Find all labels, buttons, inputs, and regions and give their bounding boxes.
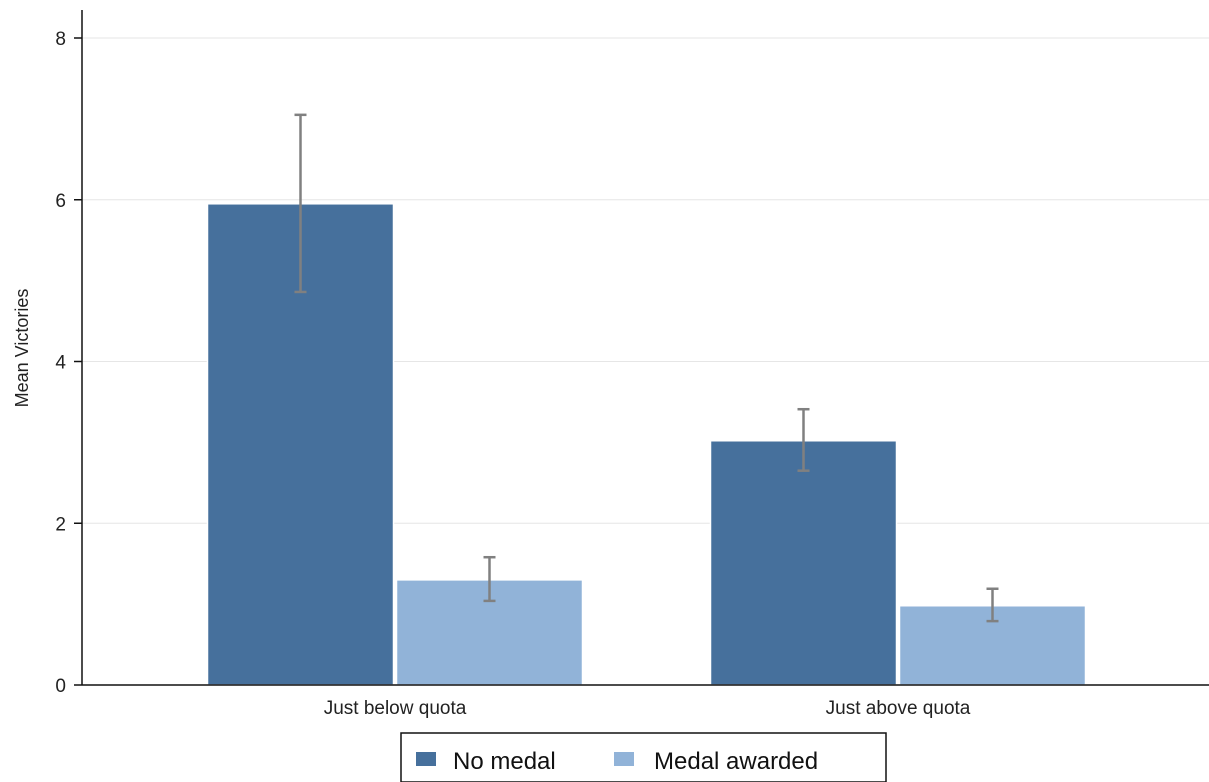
- legend-label-medal-awarded: Medal awarded: [654, 748, 818, 775]
- error-bars: [294, 113, 999, 623]
- legend-box: [400, 732, 887, 782]
- y-axis-title: Mean Victories: [12, 289, 32, 408]
- y-tick-label: 8: [55, 29, 66, 50]
- y-tick-label: 4: [55, 353, 66, 374]
- x-category-label: Just below quota: [324, 698, 467, 719]
- legend: No medal Medal awarded: [400, 732, 887, 782]
- x-category-label: Just above quota: [826, 698, 971, 719]
- axes: [81, 10, 1209, 686]
- x-category-labels: Just below quota Just above quota: [324, 698, 971, 719]
- y-tick-label: 6: [55, 191, 66, 212]
- y-ticks: 0 2 4 6 8: [55, 29, 82, 697]
- error-bar: [986, 587, 999, 623]
- legend-swatch-no-medal: [416, 752, 436, 766]
- legend-label-no-medal: No medal: [453, 748, 556, 775]
- y-tick-label: 2: [55, 514, 66, 535]
- bars: [206, 203, 1087, 686]
- error-bar: [483, 555, 496, 603]
- error-bar: [797, 407, 810, 472]
- error-bar: [294, 113, 307, 294]
- y-tick-label: 0: [55, 676, 66, 697]
- bar-no-medal: [709, 440, 898, 686]
- legend-swatch-medal-awarded: [614, 752, 634, 766]
